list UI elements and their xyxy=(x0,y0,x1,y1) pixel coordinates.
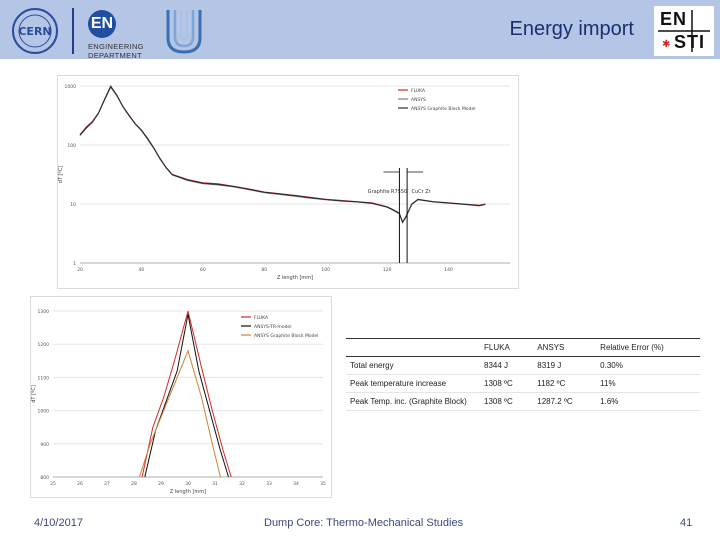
university-crest-icon xyxy=(166,10,202,54)
y-tick-label: 100 xyxy=(67,143,76,149)
table-row: Peak Temp. inc. (Graphite Block) 1308 ºC… xyxy=(346,392,700,411)
svg-text:✱: ✱ xyxy=(662,39,670,50)
table-header-cell xyxy=(346,338,480,357)
cern-logo: CERN xyxy=(6,6,64,56)
table-cell: Peak Temp. inc. (Graphite Block) xyxy=(346,392,480,411)
y-tick-label: 800 xyxy=(40,475,49,481)
y-tick-label: 10 xyxy=(70,202,76,208)
x-tick-label: 32 xyxy=(239,481,245,487)
x-tick-label: 35 xyxy=(320,481,326,487)
x-tick-label: 30 xyxy=(185,481,191,487)
annotation-graphite: Graphite R7550 xyxy=(368,189,408,195)
x-tick-label: 60 xyxy=(200,267,206,273)
x-tick-label: 25 xyxy=(50,481,56,487)
legend-label: FLUKA xyxy=(254,315,269,321)
x-tick-label: 100 xyxy=(321,267,330,273)
table-row: Total energy 8344 J 8319 J 0.30% xyxy=(346,356,700,375)
table-cell: 1287.2 ºC xyxy=(533,392,597,411)
x-axis-label: Z length [mm] xyxy=(277,275,313,281)
legend-label: ANSYS Graphite Block Model xyxy=(411,106,475,112)
series-line-fluka xyxy=(141,310,232,478)
cern-logo-text: CERN xyxy=(18,25,51,38)
cern-ring-icon: CERN xyxy=(12,8,58,54)
en-mark: EN xyxy=(88,10,116,38)
y-tick-label: 1100 xyxy=(38,375,50,381)
table-cell: 1182 ºC xyxy=(533,374,597,393)
table-cell: 8344 J xyxy=(480,356,534,375)
y-tick-label: 900 xyxy=(40,442,49,448)
x-tick-label: 120 xyxy=(383,267,392,273)
table-cell: Peak temperature increase xyxy=(346,374,480,393)
ensti-mark-icon: ✱ xyxy=(658,10,710,52)
table-cell: 1308 ºC xyxy=(480,392,534,411)
series-line-ansys-graphite-block-model xyxy=(79,85,486,224)
y-tick-label: 1000 xyxy=(38,409,50,415)
x-tick-label: 27 xyxy=(104,481,110,487)
ensti-logo: EN STI ✱ xyxy=(654,6,714,56)
x-tick-label: 80 xyxy=(261,267,267,273)
annotation-cucrzr: CuCr Zr xyxy=(411,189,431,195)
en-logo: EN ENGINEERING DEPARTMENT xyxy=(84,6,154,60)
ensti-row1: EN xyxy=(660,9,688,29)
energy-profile-svg: 1000 100 10 120 40 60 80 100 120 140 Z length [mm]… xyxy=(58,84,510,281)
y-tick-label: 1 xyxy=(73,261,76,267)
x-axis-label: Z length [mm] xyxy=(170,489,206,495)
x-tick-label: 33 xyxy=(266,481,272,487)
footer-date: 4/10/2017 xyxy=(34,517,83,529)
x-tick-label: 140 xyxy=(444,267,453,273)
header-bar xyxy=(0,0,720,60)
table-header-cell: ANSYS xyxy=(533,338,597,357)
footer-title: Dump Core: Thermo-Mechanical Studies xyxy=(264,517,464,529)
table-header-cell: FLUKA xyxy=(480,338,534,357)
legend-label: ANSYS Graphite Block Model xyxy=(254,333,318,339)
series-line-ansys-graphite-block-model xyxy=(138,349,221,478)
legend-label: FLUKA xyxy=(411,88,426,94)
en-line1: ENGINEERING xyxy=(88,42,144,51)
x-tick-label: 34 xyxy=(293,481,299,487)
slide-title: Energy import xyxy=(509,18,635,40)
y-tick-label: 1200 xyxy=(38,342,50,348)
legend-label: ANSYS-TR-model xyxy=(254,324,291,330)
footer-page-number: 41 xyxy=(680,517,693,529)
peak-zoom-chart: 1300 1200 1100 1000 900 800 25 26 27 28 29 30 31 32 33… xyxy=(30,296,332,498)
en-line2: DEPARTMENT xyxy=(88,51,142,60)
x-tick-label: 40 xyxy=(139,267,145,273)
legend-label: ANSYS xyxy=(411,97,426,103)
series-line-ansys-tr-model xyxy=(144,314,229,478)
y-tick-label: 1300 xyxy=(38,309,50,315)
results-table: FLUKA ANSYS Relative Error (%) Total ene… xyxy=(346,338,700,411)
y-axis-label: dT [ºC] xyxy=(58,166,64,184)
table-cell: 11% xyxy=(596,374,700,393)
university-logo xyxy=(164,8,204,54)
table-cell: 8319 J xyxy=(533,356,597,375)
table-cell: 0.30% xyxy=(596,356,700,375)
table-header-row: FLUKA ANSYS Relative Error (%) xyxy=(346,338,700,357)
table-cell: 1.6% xyxy=(596,392,700,411)
table-header-cell: Relative Error (%) xyxy=(596,338,700,357)
x-tick-label: 31 xyxy=(212,481,218,487)
x-tick-label: 29 xyxy=(158,481,164,487)
energy-profile-chart: 1000 100 10 1 20 40 60 80 100 120 140 Z length [mm]… xyxy=(57,75,519,289)
table-row: Peak temperature increase 1308 ºC 1182 º… xyxy=(346,374,700,393)
logo-divider xyxy=(72,8,74,54)
y-tick-label: 1000 xyxy=(65,84,77,90)
x-tick-label: 26 xyxy=(77,481,83,487)
ensti-row2: STI xyxy=(674,32,706,52)
table-cell: Total energy xyxy=(346,356,480,375)
x-tick-label: 28 xyxy=(131,481,137,487)
x-tick-label: 20 xyxy=(77,267,83,273)
header-rule xyxy=(0,59,720,61)
table-cell: 1308 ºC xyxy=(480,374,534,393)
y-axis-label: dT [ºC] xyxy=(31,385,37,403)
